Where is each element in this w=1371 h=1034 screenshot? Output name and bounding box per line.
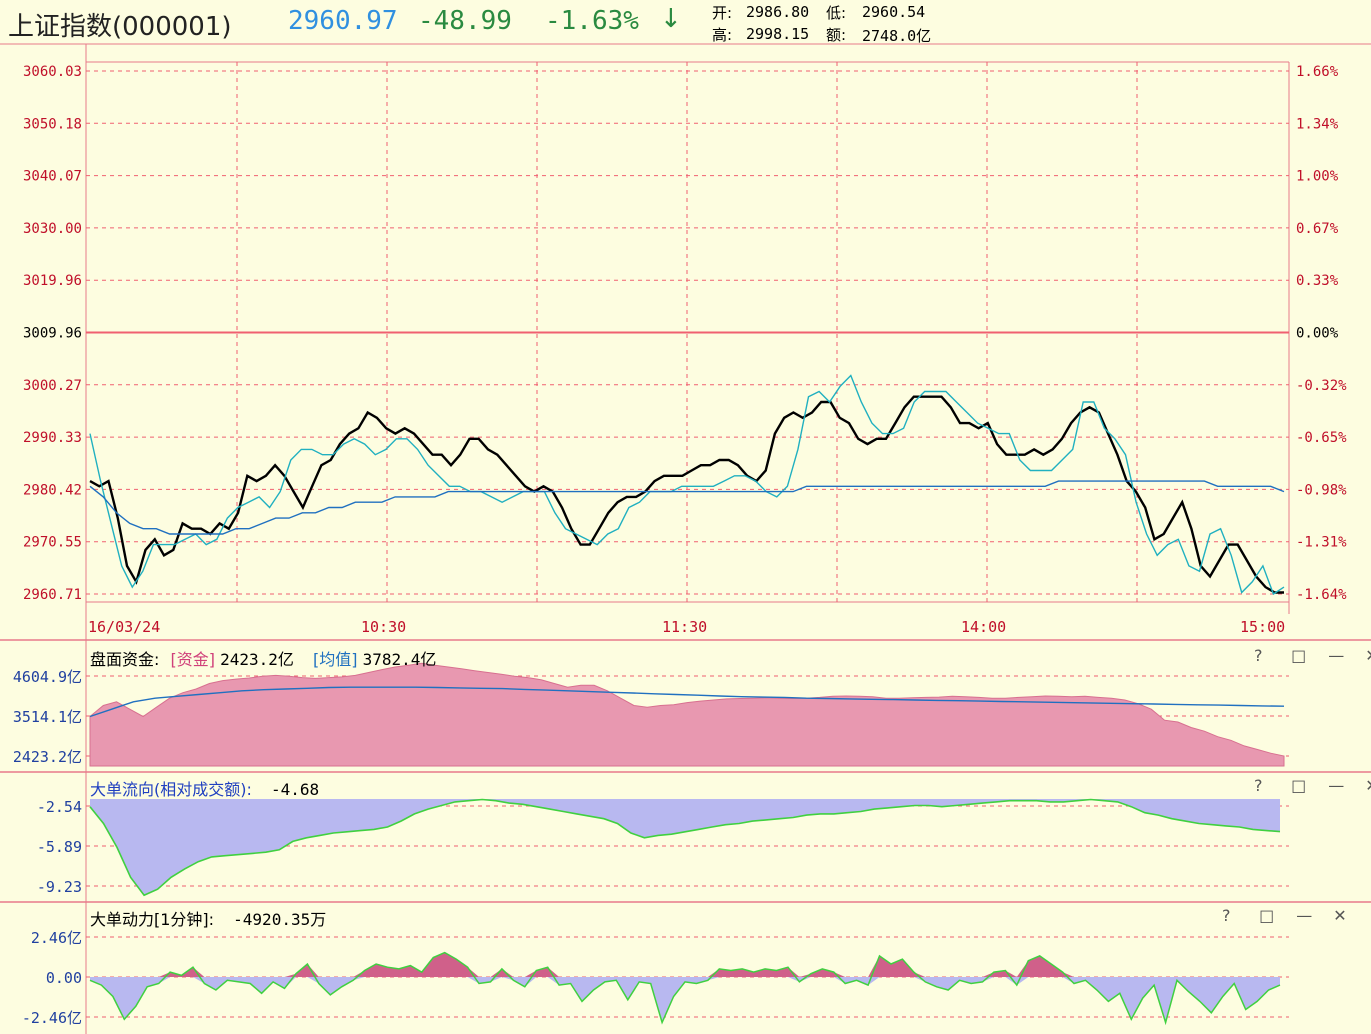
current-price: 2960.97 (288, 6, 398, 36)
flow-y-tick-label: -5.89 (37, 838, 82, 856)
flow-y-tick-label: -2.54 (37, 798, 82, 816)
y-tick-label: 3019.96 (23, 273, 82, 289)
pct-tick-label: -1.64% (1296, 587, 1347, 603)
fund-y-tick-label: 4604.9亿 (13, 668, 82, 686)
y-tick-label: 2970.55 (23, 535, 82, 551)
pct-tick-label: 0.67% (1296, 221, 1339, 237)
power-line (89, 951, 1281, 1026)
pct-tick-label: -0.65% (1296, 430, 1347, 446)
power-panel-value: -4920.35万 (233, 910, 327, 929)
close-icon[interactable]: ✕ (1365, 776, 1371, 795)
pct-tick-label: -0.98% (1296, 482, 1347, 498)
pct-tick-label: 0.33% (1296, 273, 1339, 289)
amount-value: 2748.0亿 (862, 27, 932, 45)
flow-line (89, 798, 1281, 897)
pct-tick-label: 1.34% (1296, 116, 1339, 132)
power-panel-title: 大单动力[1分钟]: (90, 910, 215, 929)
x-tick-label: 16/03/24 (88, 618, 160, 636)
help-icon[interactable]: ? (1254, 776, 1263, 795)
pct-tick-label: -0.32% (1296, 378, 1347, 394)
fund-panel-controls: ? □ — ✕ (1254, 646, 1371, 665)
fund-legend-label: [资金] (170, 650, 216, 669)
minimize-icon[interactable]: — (1328, 646, 1345, 665)
fund-avg-line (89, 686, 1285, 718)
y-tick-label: 2990.33 (23, 430, 82, 446)
help-icon[interactable]: ? (1254, 646, 1263, 665)
x-tick-label: 15:00 (1240, 618, 1285, 636)
help-icon[interactable]: ? (1222, 906, 1231, 925)
x-tick-label: 11:30 (662, 618, 707, 636)
fund-area (89, 662, 1285, 767)
amount-label: 额: (826, 26, 847, 44)
fund-panel-title: 盘面资金: (90, 650, 160, 669)
pct-tick-label: 0.00% (1296, 326, 1339, 342)
fund-y-tick-label: 3514.1亿 (13, 708, 82, 726)
high-value: 2998.15 (746, 25, 810, 43)
flow-panel-controls: ? □ — ✕ (1254, 776, 1371, 795)
low-label: 低: (826, 4, 847, 22)
minimize-icon[interactable]: — (1296, 906, 1313, 925)
y-tick-label: 3030.00 (23, 221, 82, 237)
fund-y-tick-label: 2423.2亿 (13, 748, 82, 766)
y-tick-label: 3000.27 (23, 378, 82, 394)
header-bar: 上证指数(000001) 2960.97 -48.99 -1.63% ↓ 开: … (0, 0, 1371, 45)
power-y-tick-label: 2.46亿 (31, 929, 82, 947)
unweighted-index-line (89, 374, 1285, 596)
pct-tick-label: 1.00% (1296, 169, 1339, 185)
maximize-icon[interactable]: □ (1291, 776, 1307, 795)
fund-panel-legend: 盘面资金: [资金] 2423.2亿 [均值] 3782.4亿 (90, 646, 436, 670)
index-price-line (89, 395, 1284, 594)
power-y-tick-label: -2.46亿 (22, 1009, 82, 1027)
flow-y-tick-label: -9.23 (37, 878, 82, 896)
power-panel-controls: ? □ — ✕ ⧉ (1222, 906, 1371, 926)
open-label: 开: (712, 4, 733, 22)
close-icon[interactable]: ✕ (1333, 906, 1347, 925)
flow-panel-value: -4.68 (270, 780, 320, 799)
maximize-icon[interactable]: □ (1291, 646, 1307, 665)
avg-price-line (89, 480, 1285, 535)
power-positive-area (90, 952, 1280, 977)
index-name: 上证指数(000001) (8, 12, 232, 42)
power-y-tick-label: 0.00 (46, 969, 82, 987)
y-tick-label: 3050.18 (23, 116, 82, 132)
high-label: 高: (712, 26, 733, 44)
avg-legend-label: [均值] (313, 650, 358, 669)
fund-legend-value: 2423.2亿 (220, 650, 294, 669)
x-tick-label: 14:00 (961, 618, 1006, 636)
power-negative-area (90, 977, 1280, 1023)
y-tick-label: 3060.03 (23, 64, 82, 80)
avg-legend-value: 3782.4亿 (362, 650, 437, 669)
y-tick-label: 3009.96 (23, 326, 82, 342)
maximize-icon[interactable]: □ (1259, 906, 1275, 925)
y-tick-label: 2980.42 (23, 482, 82, 498)
power-panel-legend: 大单动力[1分钟]: -4920.35万 (90, 906, 326, 930)
flow-panel-title: 大单流向(相对成交额): (90, 780, 252, 799)
y-tick-label: 3040.07 (23, 169, 82, 185)
down-arrow-icon: ↓ (660, 4, 682, 34)
open-value: 2986.80 (746, 3, 810, 21)
price-change: -48.99 (418, 6, 512, 36)
flow-panel-legend: 大单流向(相对成交额): -4.68 (90, 776, 319, 800)
y-tick-label: 2960.71 (23, 587, 82, 603)
flow-area (90, 799, 1280, 896)
close-icon[interactable]: ✕ (1365, 646, 1371, 665)
pct-tick-label: 1.66% (1296, 64, 1339, 80)
pct-tick-label: -1.31% (1296, 535, 1347, 551)
minimize-icon[interactable]: — (1328, 776, 1345, 795)
x-tick-label: 10:30 (361, 618, 406, 636)
price-change-pct: -1.63% (545, 6, 639, 36)
low-value: 2960.54 (862, 3, 926, 21)
